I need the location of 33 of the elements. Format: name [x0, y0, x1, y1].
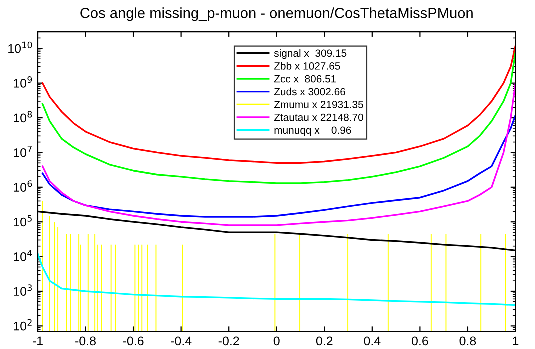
- y-tick-label: 10$^{2}$: [14, 319, 32, 331]
- y-tick-label: 10$^{10}$: [8, 42, 32, 54]
- x-tick-label: 0.2: [316, 336, 333, 346]
- chart-title: Cos angle missing_p-muon - onemuon/CosThetaMissPMuon: [80, 8, 473, 22]
- x-tick-label: -1: [32, 336, 43, 346]
- line-series: [38, 253, 516, 306]
- x-tick-label: 0.8: [460, 336, 476, 346]
- y-tick-label: 10$^{3}$: [14, 284, 32, 296]
- legend-label: Zmumu x 21931.35: [274, 101, 364, 108]
- legend-label: Zbb x 1027.65: [274, 62, 340, 70]
- x-tick-label: -0.4: [171, 336, 192, 346]
- x-tick-label: -0.2: [218, 336, 240, 346]
- x-tick-label: 1: [513, 336, 519, 346]
- legend-label: signal x 309.15: [274, 49, 347, 60]
- x-tick-label: 0.6: [412, 336, 428, 346]
- line-series: [42, 45, 516, 164]
- legend-label: Zuds x 3002.66: [274, 88, 346, 96]
- y-tick-label: 10$^{5}$: [14, 215, 32, 227]
- x-tick-label: 0.4: [364, 336, 381, 346]
- line-series: [42, 51, 516, 184]
- legend-label: Ztautau x 22148.70: [274, 114, 364, 122]
- y-tick-label: 10$^{9}$: [14, 76, 32, 88]
- y-tick-label: 10$^{4}$: [14, 250, 32, 262]
- line-series: [42, 114, 516, 218]
- legend-label: Zcc x 806.51: [274, 75, 336, 83]
- line-series: [42, 82, 516, 226]
- x-tick-label: 0: [274, 336, 280, 346]
- x-tick-label: -0.6: [123, 336, 144, 346]
- y-tick-label: 10$^{7}$: [14, 146, 32, 158]
- y-tick-label: 10$^{6}$: [14, 180, 32, 192]
- y-tick-label: 10$^{8}$: [14, 111, 32, 123]
- x-tick-label: -0.8: [76, 336, 96, 346]
- legend-label: munuqq x 0.96: [274, 126, 352, 136]
